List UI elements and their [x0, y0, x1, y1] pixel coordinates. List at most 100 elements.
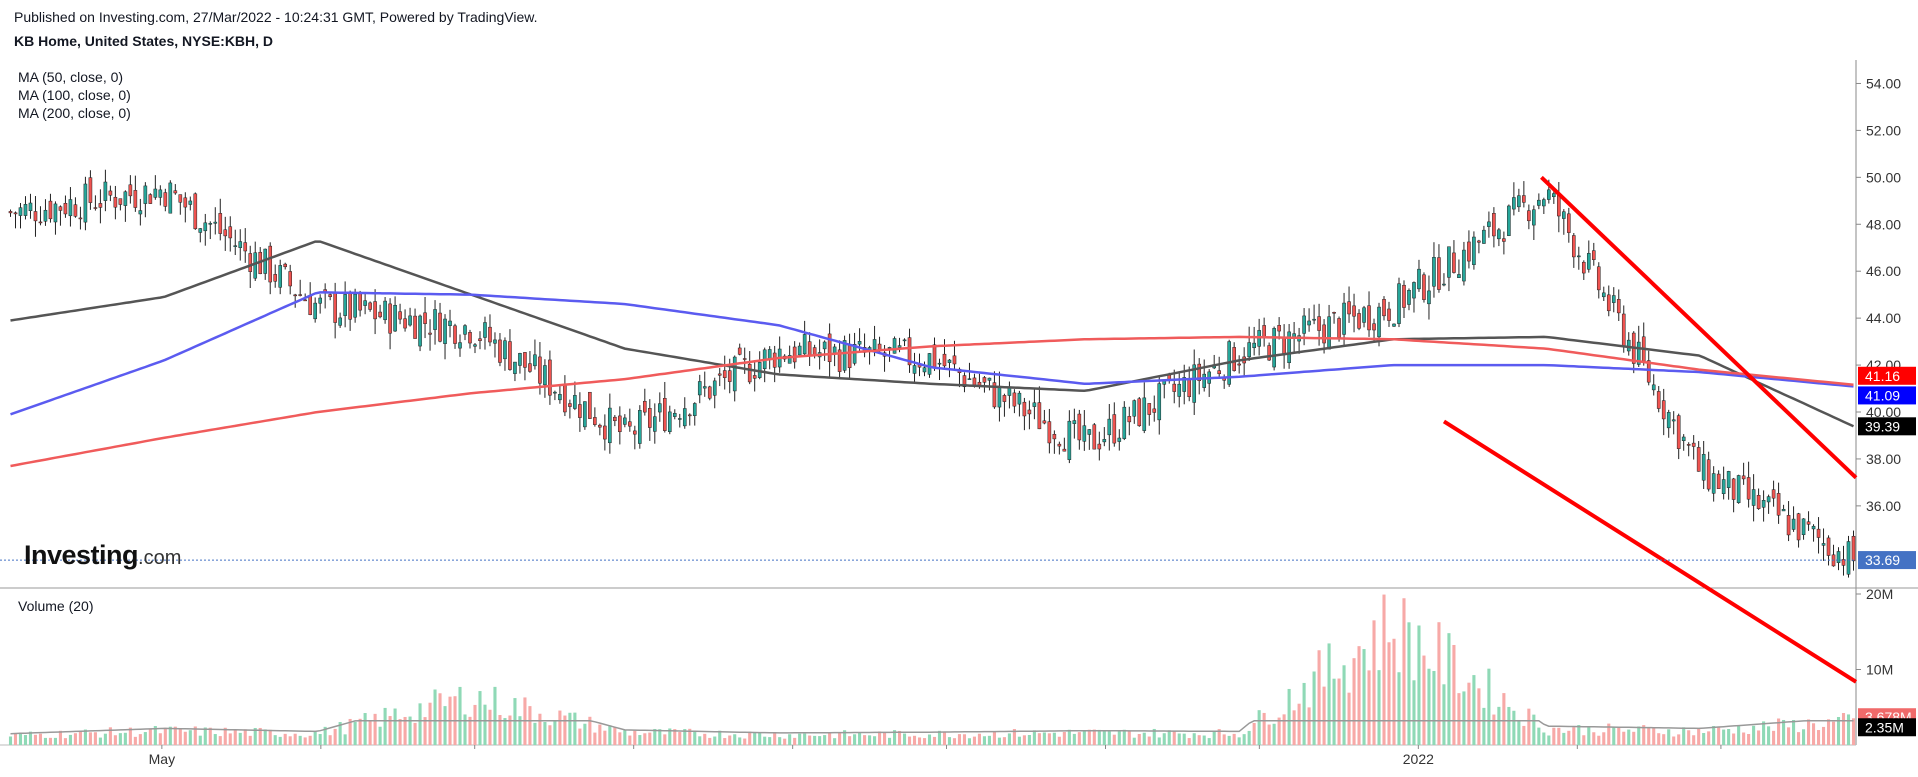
- volume-bar: [808, 735, 812, 745]
- candle-body: [368, 302, 372, 310]
- candle-body: [58, 206, 63, 211]
- candle-body: [493, 339, 497, 344]
- candle-body: [1726, 471, 1731, 488]
- volume-bar: [803, 733, 807, 745]
- volume-bar: [1127, 730, 1131, 745]
- volume-bar: [528, 706, 532, 745]
- volume-bar: [658, 729, 662, 745]
- volume-bar: [1022, 735, 1026, 745]
- y-tick-label: 52.00: [1866, 122, 1901, 138]
- legend-ma200[interactable]: MA (200, close, 0): [18, 105, 131, 121]
- candle-body: [712, 380, 717, 396]
- candle-body: [68, 199, 73, 217]
- candle-body: [123, 191, 128, 206]
- candle-body: [408, 315, 412, 326]
- volume-bar: [593, 732, 597, 745]
- volume-bar: [1502, 693, 1506, 745]
- volume-bar: [558, 710, 562, 745]
- volume-bar: [987, 735, 991, 745]
- candle-body: [1846, 541, 1851, 575]
- ma-line: [10, 240, 1855, 428]
- volume-bar: [113, 735, 117, 745]
- legend-ma100[interactable]: MA (100, close, 0): [18, 87, 131, 103]
- volume-bar: [623, 730, 627, 745]
- volume-bar: [118, 733, 122, 745]
- candle-body: [1567, 213, 1571, 233]
- volume-bar: [423, 717, 427, 745]
- volume-bar: [1657, 733, 1661, 745]
- candle-body: [1302, 315, 1306, 334]
- candle-body: [1157, 383, 1162, 421]
- volume-bar: [133, 736, 137, 745]
- candle-body: [987, 377, 992, 381]
- volume-bar: [1792, 720, 1796, 745]
- candle-body: [792, 346, 797, 363]
- volume-bar: [1277, 717, 1281, 745]
- candle-body: [1851, 535, 1856, 562]
- volume-bar: [947, 737, 952, 745]
- volume-bar: [1087, 729, 1091, 745]
- badge-ma200-label: 41.16: [1865, 368, 1900, 384]
- volume-bar: [1512, 710, 1516, 745]
- candle-body: [1337, 318, 1341, 338]
- candle-body: [897, 345, 902, 348]
- candle-body: [98, 203, 103, 208]
- candle-body: [787, 355, 792, 364]
- badge-volume-ma: [1858, 718, 1916, 737]
- vol-tick-label: 10M: [1866, 662, 1893, 678]
- candle-body: [213, 221, 218, 224]
- candle-body: [1067, 420, 1072, 460]
- legend-volume[interactable]: Volume (20): [18, 598, 94, 614]
- volume-bar: [1732, 733, 1736, 745]
- candle-body: [268, 245, 273, 283]
- candle-body: [1572, 235, 1576, 258]
- volume-bar: [248, 735, 252, 745]
- volume-bar: [1052, 732, 1056, 745]
- candle-body: [1177, 383, 1182, 397]
- candle-body: [732, 356, 737, 392]
- candle-body: [807, 341, 812, 356]
- candle-body: [543, 365, 547, 386]
- candle-body: [1447, 246, 1451, 278]
- candle-body: [827, 333, 832, 363]
- candle-body: [1577, 255, 1581, 258]
- legend-ma50[interactable]: MA (50, close, 0): [18, 69, 124, 85]
- volume-bar: [38, 733, 43, 745]
- candle-body: [857, 341, 862, 345]
- candle-body: [1002, 395, 1007, 402]
- candle-body: [523, 352, 527, 368]
- volume-bar: [1522, 725, 1526, 745]
- volume-bar: [997, 737, 1001, 745]
- candle-body: [1282, 336, 1286, 354]
- volume-bar: [373, 713, 377, 745]
- volume-bar: [1147, 736, 1151, 745]
- volume-bar: [753, 732, 757, 745]
- y-tick-label: 50.00: [1866, 169, 1901, 185]
- candle-body: [1367, 305, 1371, 331]
- volume-bar: [1217, 729, 1221, 745]
- volume-bar: [328, 735, 332, 745]
- volume-bar: [798, 733, 802, 745]
- candle-body: [1007, 387, 1012, 396]
- volume-bar: [93, 732, 97, 745]
- volume-bar: [843, 730, 847, 745]
- candle-body: [1686, 444, 1691, 446]
- volume-bar: [308, 735, 312, 745]
- candle-body: [1741, 475, 1746, 480]
- candle-body: [1557, 195, 1561, 217]
- volume-bar: [268, 729, 272, 745]
- volume-bar: [1212, 730, 1216, 745]
- volume-bar: [1437, 622, 1441, 745]
- volume-bar: [128, 727, 132, 745]
- candle-body: [1836, 551, 1841, 563]
- volume-bar: [1582, 735, 1586, 745]
- candle-body: [1596, 266, 1601, 291]
- volume-bar: [598, 724, 602, 745]
- candle-body: [1716, 473, 1721, 489]
- volume-bar: [203, 727, 207, 745]
- volume-bar: [183, 731, 187, 745]
- time-axis: May 2022: [149, 745, 1722, 767]
- candle-body: [922, 367, 927, 373]
- volume-bar: [1652, 727, 1656, 745]
